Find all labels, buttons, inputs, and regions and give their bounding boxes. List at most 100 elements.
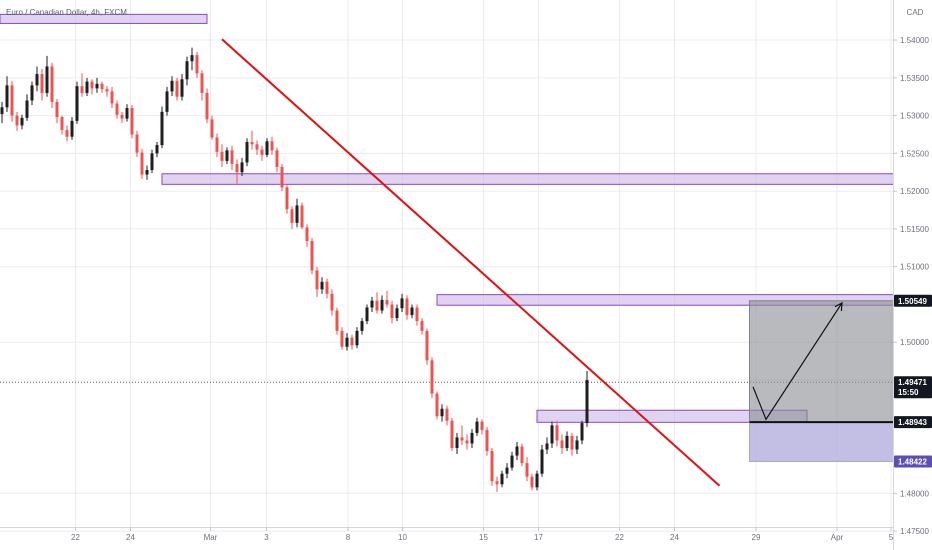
- candle-body: [135, 134, 139, 153]
- candle-body: [145, 169, 149, 175]
- projection-path[interactable]: [752, 302, 843, 421]
- candle-body: [495, 481, 499, 485]
- candle-body: [105, 89, 109, 92]
- candle-body: [485, 429, 489, 452]
- candle: [230, 145, 234, 170]
- candle: [175, 77, 179, 101]
- candle: [65, 125, 69, 142]
- time-axis[interactable]: 22 24 Mar 3 8 10 15 17 22 24 29 Apr 5: [0, 527, 894, 542]
- candle-body: [95, 83, 99, 89]
- target-zone[interactable]: [749, 300, 895, 423]
- candle: [530, 473, 534, 491]
- candle: [125, 104, 129, 122]
- candle-body: [155, 145, 159, 154]
- candle: [350, 334, 354, 350]
- candle: [135, 130, 139, 158]
- candle-body: [150, 153, 154, 170]
- candle-body: [525, 463, 529, 477]
- zone-rect[interactable]: [161, 173, 903, 185]
- candle-body: [410, 307, 414, 316]
- candle-body: [215, 137, 219, 152]
- candle-body: [65, 129, 69, 137]
- y-tick-label: 1.52000: [900, 187, 929, 196]
- candle-body: [405, 298, 409, 316]
- candle-body: [15, 115, 19, 126]
- candle-body: [190, 55, 194, 62]
- candle-body: [50, 66, 54, 102]
- x-tick-label: 22: [615, 533, 624, 542]
- x-tick-label: 22: [71, 533, 80, 542]
- candle: [365, 304, 369, 325]
- candle-body: [350, 337, 354, 346]
- candle-body: [430, 360, 434, 394]
- x-tick-label: 5: [889, 533, 894, 542]
- candle-body: [380, 299, 384, 311]
- candle: [100, 81, 104, 93]
- price-tag[interactable]: 1.50549: [894, 294, 932, 307]
- candle-body: [360, 321, 364, 331]
- stop-zone[interactable]: [749, 421, 895, 462]
- candle: [170, 76, 174, 96]
- candle-body: [250, 142, 254, 145]
- candle-body: [310, 241, 314, 271]
- candle: [85, 77, 89, 96]
- candle-body: [340, 330, 344, 347]
- candle-body: [395, 308, 399, 319]
- candle: [60, 115, 64, 135]
- price-tag-bg: [894, 376, 932, 399]
- candle-body: [230, 150, 234, 164]
- currency-label: CAD: [907, 8, 924, 17]
- candle-body: [365, 307, 369, 322]
- candle: [70, 117, 74, 140]
- zone-rect[interactable]: [0, 13, 208, 24]
- candle-body: [335, 310, 339, 331]
- candle-body: [90, 81, 94, 89]
- trendline-group[interactable]: [221, 38, 721, 487]
- candle: [465, 434, 469, 450]
- candle: [565, 431, 569, 452]
- price-tag[interactable]: 1.48943: [894, 416, 932, 429]
- candle-body: [545, 443, 549, 450]
- x-tick-label: 8: [346, 533, 351, 542]
- candle: [0, 101, 4, 124]
- candle: [265, 138, 269, 158]
- position-tool[interactable]: [749, 300, 895, 462]
- zone-rect[interactable]: [436, 294, 932, 306]
- candle-body: [85, 81, 89, 93]
- candle: [105, 86, 109, 97]
- candle-body: [275, 150, 279, 167]
- projection-arrow-group[interactable]: [752, 301, 843, 421]
- price-axis[interactable]: 1.54000 1.53500 1.53000 1.52500 1.52000 1.515…: [893, 0, 932, 550]
- candle-body: [210, 119, 214, 138]
- candle-body: [55, 101, 59, 118]
- candle-body: [225, 150, 229, 161]
- trendline[interactable]: [221, 38, 721, 487]
- candle-body: [130, 108, 134, 135]
- candle-body: [315, 270, 319, 290]
- candle-body: [570, 435, 574, 450]
- candle: [330, 289, 334, 316]
- x-tick-label: 17: [534, 533, 543, 542]
- price-tag-label: 1.50549: [898, 297, 927, 306]
- candle-body: [345, 337, 349, 347]
- candle-body: [140, 152, 144, 175]
- candle: [430, 357, 434, 399]
- candle-body: [20, 117, 24, 126]
- candle: [445, 405, 449, 426]
- candle-body: [535, 473, 539, 488]
- candle: [155, 142, 159, 158]
- candle: [495, 476, 499, 492]
- candle: [40, 68, 44, 101]
- price-tag[interactable]: 1.48422: [894, 455, 932, 468]
- candle: [115, 100, 119, 119]
- candle: [35, 66, 39, 92]
- candle-body: [30, 85, 34, 101]
- y-tick-label: 1.48000: [900, 489, 929, 498]
- candle-body: [515, 446, 519, 456]
- x-tick-label: 24: [126, 533, 135, 542]
- candle: [225, 147, 229, 164]
- candle: [75, 81, 79, 124]
